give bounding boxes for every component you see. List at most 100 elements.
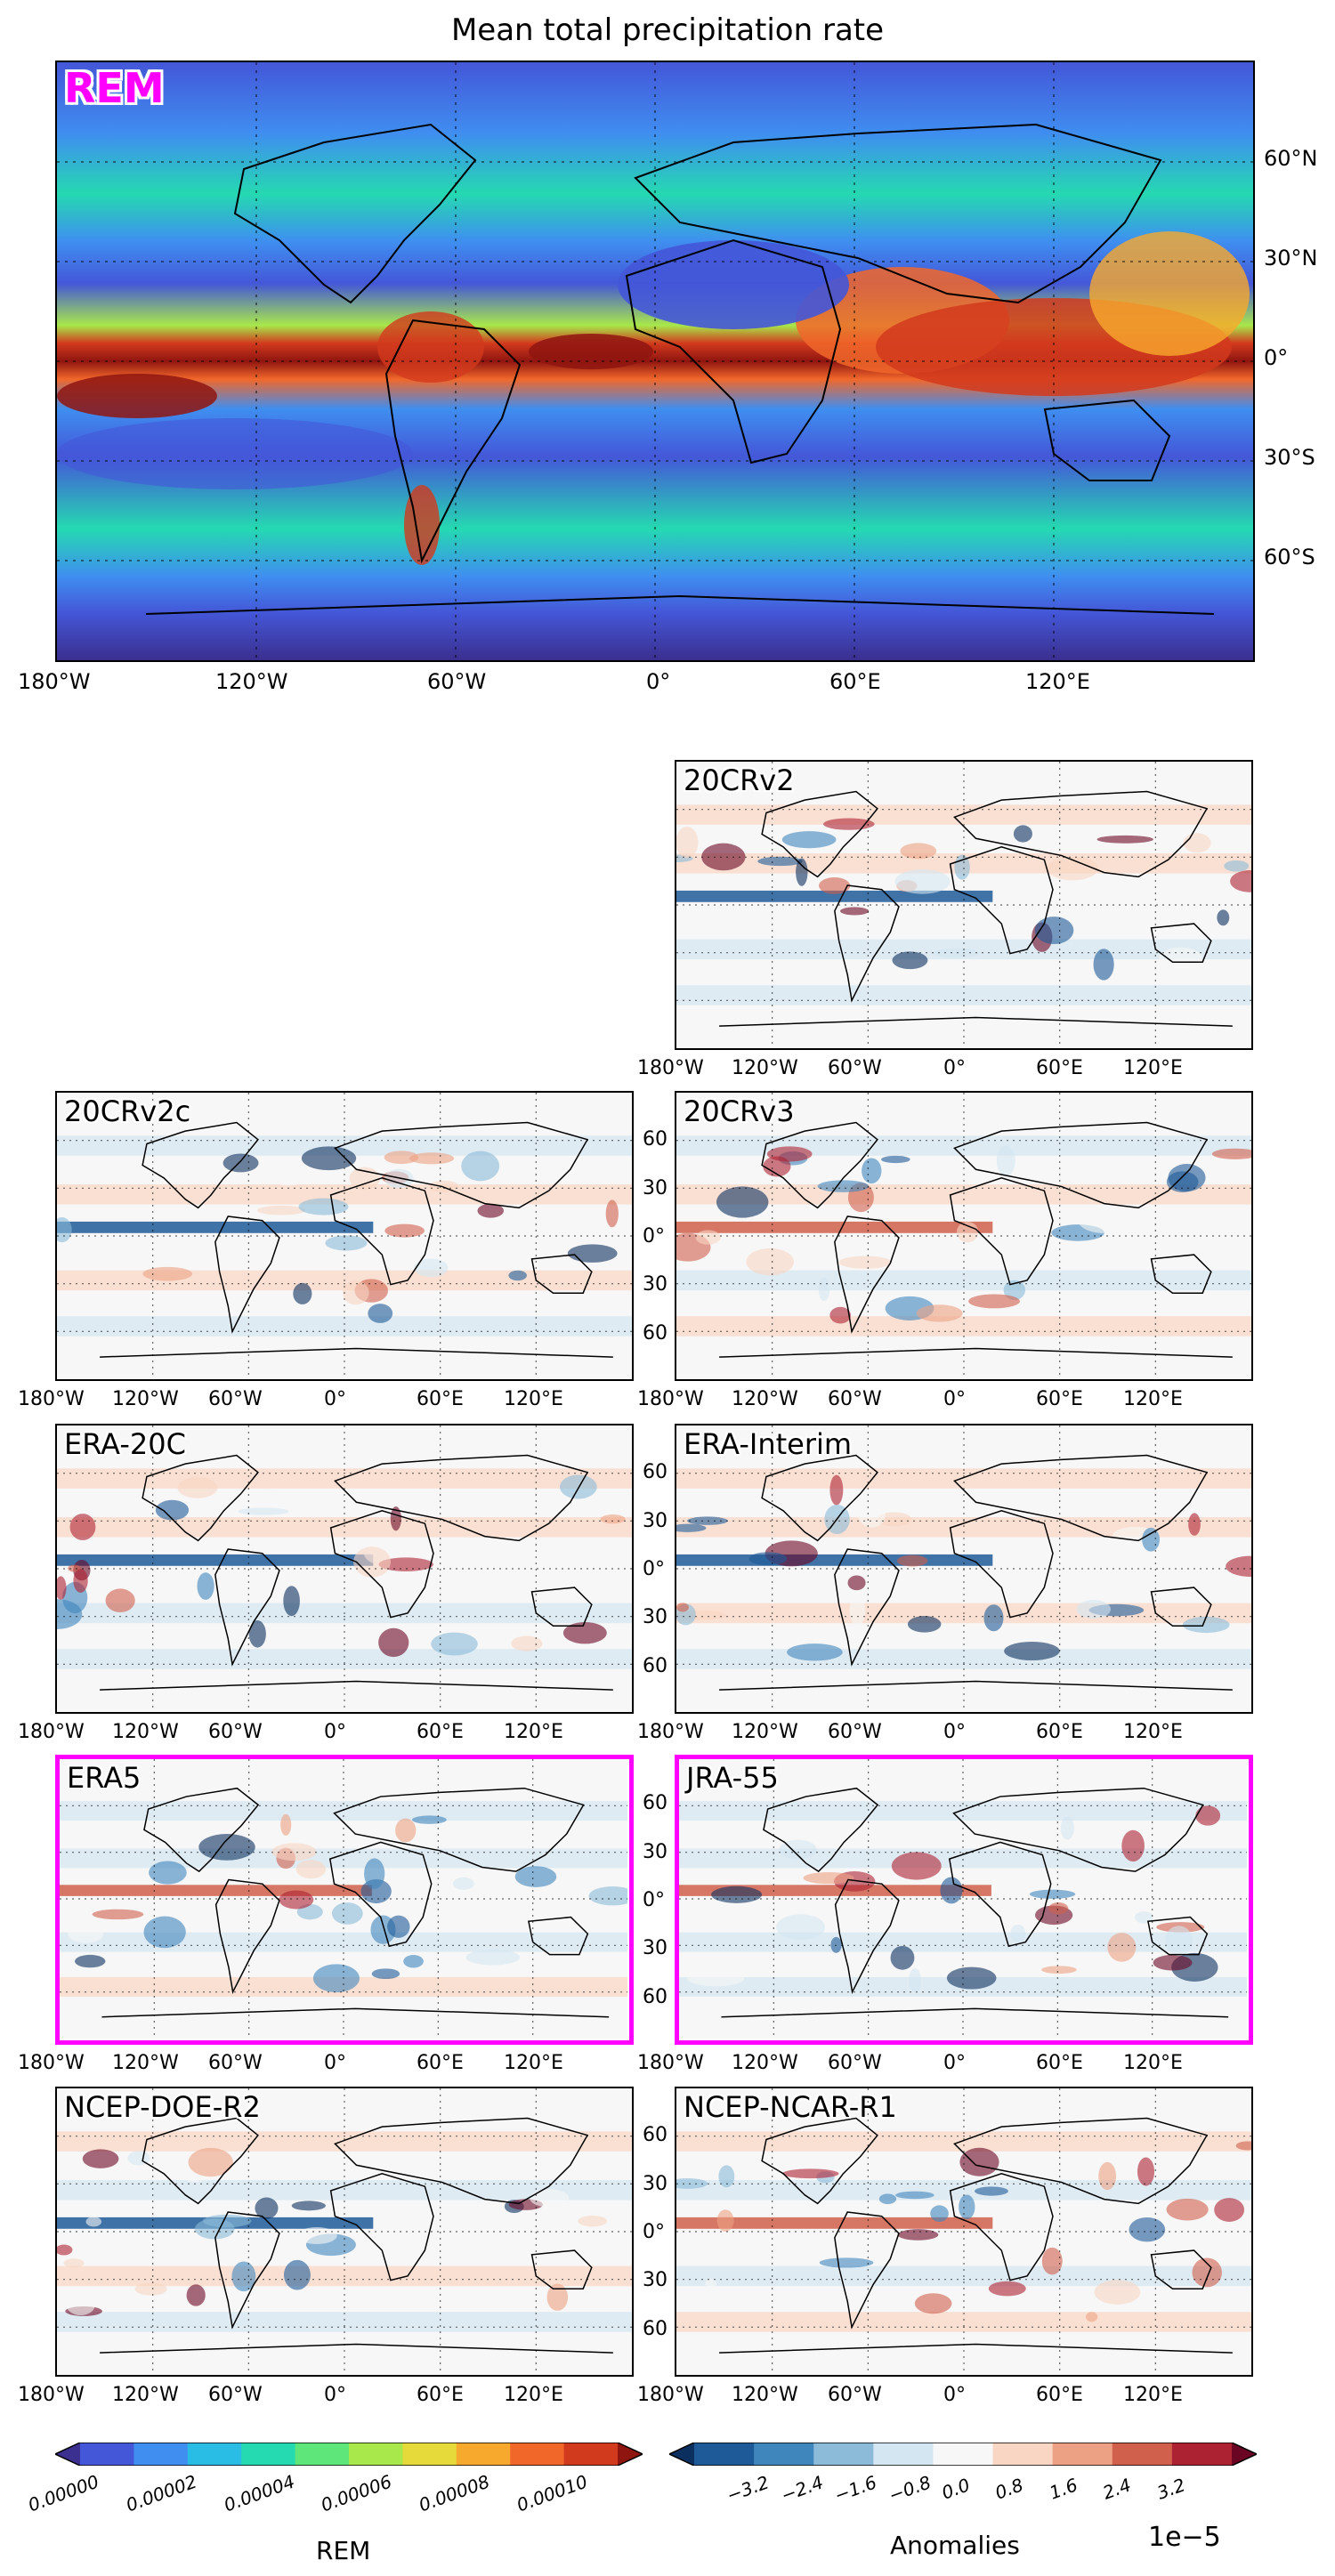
rem-colorbar-segment <box>402 2443 457 2466</box>
anomaly-panel-label: ERA5 <box>67 1761 142 1795</box>
anomaly-xtick: 0° <box>943 1721 966 1743</box>
rem-panel-label: REM <box>64 64 165 112</box>
anomaly-xtick: 120°W <box>112 1388 179 1410</box>
rem-colorbar-tick: 0.00010 <box>514 2470 591 2516</box>
anomaly-xtick: 0° <box>324 2052 346 2074</box>
anomaly-panel: ERA5 <box>55 1755 634 2045</box>
anomaly-map <box>57 2088 632 2375</box>
anomaly-colorbar-extend-low <box>669 2443 694 2466</box>
rem-colorbar-segment <box>563 2443 619 2466</box>
rem-xtick: 60°E <box>829 669 881 694</box>
anomaly-xtick: 0° <box>943 1388 966 1410</box>
anomaly-xtick: 120°E <box>1123 1057 1183 1079</box>
anomaly-xtick: 180°W <box>637 1388 704 1410</box>
rem-colorbar-tick: 0.00000 <box>25 2470 102 2516</box>
anomaly-xtick: 120°W <box>732 1057 798 1079</box>
anomaly-ytick: 30 <box>643 1509 668 1532</box>
anomaly-xtick: 120°W <box>732 1721 798 1743</box>
anomaly-xtick: 0° <box>943 1057 966 1079</box>
anomaly-xtick: 60°W <box>828 1057 882 1079</box>
anomaly-panel: NCEP-DOE-R2 <box>55 2087 634 2377</box>
anomaly-ytick: 60 <box>643 1985 668 2008</box>
anomaly-colorbar-tick: 1.6 <box>1046 2474 1080 2504</box>
anomaly-ytick: 30 <box>643 2269 668 2292</box>
anomaly-xtick: 0° <box>943 2052 966 2074</box>
anomaly-panel: 20CRv3 <box>675 1091 1253 1381</box>
anomaly-ytick: 60 <box>643 1461 668 1484</box>
anomaly-map <box>57 1093 632 1379</box>
anomaly-xtick: 120°E <box>504 2052 563 2074</box>
anomaly-colorbar-segment <box>694 2443 755 2466</box>
anomaly-xtick: 60°E <box>1036 2384 1083 2406</box>
anomaly-panel-label: ERA-20C <box>64 1427 186 1461</box>
rem-xtick: 60°W <box>427 669 487 694</box>
anomaly-xtick: 0° <box>943 2384 966 2406</box>
anomaly-colorbar-segment <box>933 2443 994 2466</box>
anomaly-ytick: 60 <box>643 1128 668 1151</box>
anomaly-colorbar-tick: 2.4 <box>1100 2474 1135 2504</box>
anomaly-colorbar-tick: −0.8 <box>885 2471 934 2507</box>
anomaly-xtick: 0° <box>324 2384 346 2406</box>
rem-map <box>57 62 1253 660</box>
anomaly-xtick: 120°E <box>1123 1721 1183 1743</box>
rem-xtick: 120°W <box>215 669 288 694</box>
anomaly-colorbar-segment <box>1112 2443 1173 2466</box>
anomaly-ytick: 0° <box>643 2221 665 2243</box>
anomaly-ytick: 60 <box>643 1654 668 1677</box>
anomaly-colorbar-extend-high <box>1232 2443 1257 2466</box>
rem-colorbar-label: REM <box>316 2536 371 2565</box>
anomaly-ytick: 30 <box>643 1840 668 1863</box>
anomaly-colorbar-segment <box>873 2443 934 2466</box>
rem-colorbar-segment <box>456 2443 511 2466</box>
anomaly-xtick: 0° <box>324 1388 346 1410</box>
anomaly-ytick: 30 <box>643 2172 668 2195</box>
anomaly-ytick: 30 <box>643 1937 668 1960</box>
anomaly-xtick: 60°W <box>208 2052 263 2074</box>
rem-xtick: 180°W <box>18 669 91 694</box>
anomaly-panel-label: ERA-Interim <box>684 1427 853 1461</box>
anomaly-panel: ERA-20C <box>55 1424 634 1714</box>
anomaly-colorbar-tick: 3.2 <box>1153 2474 1188 2504</box>
anomaly-xtick: 60°E <box>417 2052 464 2074</box>
anomaly-xtick: 60°E <box>1036 1721 1083 1743</box>
anomaly-xtick: 120°W <box>112 2052 179 2074</box>
rem-colorbar-segment <box>349 2443 403 2466</box>
anomaly-xtick: 60°E <box>417 1388 464 1410</box>
rem-xtick: 120°E <box>1025 669 1090 694</box>
rem-colorbar-segment <box>241 2443 296 2466</box>
anomaly-ytick: 0° <box>643 1558 665 1580</box>
rem-ytick: 0° <box>1264 345 1289 370</box>
anomaly-colorbar-tick: 0.0 <box>938 2474 973 2504</box>
anomaly-map <box>676 1425 1251 1712</box>
anomaly-map <box>60 1759 627 2039</box>
anomaly-xtick: 60°W <box>208 1388 263 1410</box>
anomaly-panel-label: 20CRv2c <box>64 1094 191 1128</box>
anomaly-xtick: 60°W <box>828 1721 882 1743</box>
anomaly-colorbar-segment <box>813 2443 874 2466</box>
anomaly-xtick: 60°W <box>208 1721 263 1743</box>
anomaly-xtick: 120°E <box>504 1721 563 1743</box>
anomaly-xtick: 60°E <box>1036 2052 1083 2074</box>
anomaly-xtick: 180°W <box>18 1721 85 1743</box>
anomaly-xtick: 60°E <box>1036 1057 1083 1079</box>
anomaly-xtick: 60°E <box>417 1721 464 1743</box>
rem-map-panel: REM <box>55 61 1255 662</box>
anomaly-xtick: 60°W <box>828 2052 882 2074</box>
anomaly-xtick: 120°W <box>732 2384 798 2406</box>
anomaly-ytick: 30 <box>643 1176 668 1199</box>
rem-colorbar-tick: 0.00006 <box>318 2470 395 2516</box>
anomaly-colorbar-scale: 1e−5 <box>1148 2522 1221 2553</box>
anomaly-xtick: 180°W <box>18 2384 85 2406</box>
anomaly-colorbar-segment <box>754 2443 814 2466</box>
rem-colorbar-extend-high <box>618 2443 643 2466</box>
rem-colorbar-tick: 0.00002 <box>123 2470 200 2516</box>
anomaly-panel: JRA-55 <box>675 1755 1253 2045</box>
rem-xtick: 0° <box>646 669 671 694</box>
rem-colorbar-segment <box>510 2443 565 2466</box>
anomaly-ytick: 60 <box>643 1792 668 1815</box>
anomaly-colorbar-segment <box>992 2443 1054 2466</box>
anomaly-panel: NCEP-NCAR-R1 <box>675 2087 1253 2377</box>
anomaly-map <box>676 1093 1251 1379</box>
anomaly-xtick: 60°W <box>828 2384 882 2406</box>
anomaly-panel-label: 20CRv2 <box>684 763 795 797</box>
